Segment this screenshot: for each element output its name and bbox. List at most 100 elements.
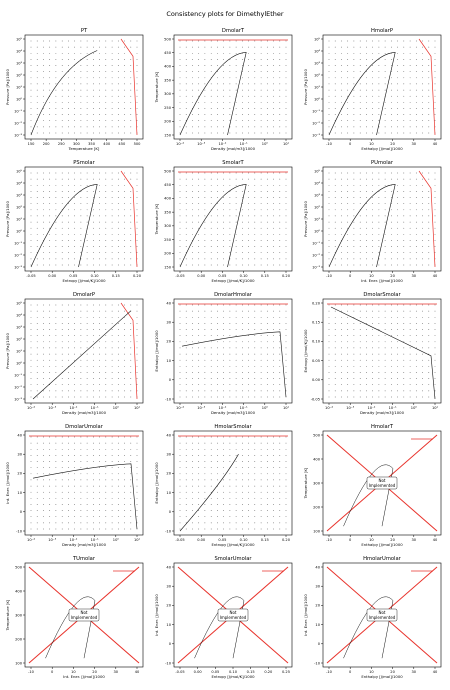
state-point [93, 528, 94, 530]
state-point [391, 209, 392, 211]
state-point [210, 227, 212, 229]
y-tick-label: -0.05 [311, 397, 320, 401]
state-point [229, 479, 231, 481]
state-point [223, 215, 224, 217]
state-point [185, 77, 187, 79]
state-point [43, 89, 44, 91]
state-point [254, 215, 256, 217]
state-point [366, 335, 367, 337]
state-point [105, 491, 107, 493]
state-point [80, 46, 82, 48]
state-point [248, 233, 249, 235]
state-point [254, 473, 256, 475]
state-point [279, 197, 281, 198]
state-point [353, 246, 355, 247]
state-point [279, 83, 281, 85]
state-point [36, 264, 38, 266]
state-point [36, 246, 38, 247]
state-point [328, 372, 330, 373]
state-point [409, 77, 411, 79]
state-point [185, 52, 187, 54]
state-point [366, 233, 367, 235]
state-point [179, 233, 181, 235]
state-point [68, 132, 69, 134]
state-point [334, 59, 336, 60]
state-point [266, 172, 268, 174]
x-axis-label: Entropy [J/mol/K]/1000 [211, 278, 255, 283]
state-point [198, 233, 200, 235]
notice-box [366, 608, 398, 622]
x-tick-label: 30 [412, 670, 417, 674]
state-point [347, 108, 349, 109]
state-point [254, 178, 256, 180]
state-point [384, 46, 386, 48]
state-point [86, 184, 88, 186]
state-point [428, 264, 430, 266]
state-point [248, 341, 249, 343]
state-point [192, 310, 193, 312]
state-point [130, 258, 132, 260]
state-point [223, 316, 224, 318]
state-point [334, 384, 336, 386]
state-point [210, 215, 212, 217]
state-point [36, 203, 38, 205]
state-point [49, 310, 51, 312]
state-point [210, 310, 212, 312]
state-point [422, 203, 423, 205]
state-point [179, 132, 181, 134]
state-point [68, 384, 69, 386]
y-tick-label: 30 [166, 453, 171, 457]
state-point [372, 316, 373, 318]
state-point [273, 528, 274, 530]
state-point [61, 497, 63, 499]
state-point [204, 221, 206, 223]
state-point [49, 359, 51, 361]
state-point [285, 365, 287, 367]
state-point [285, 359, 287, 361]
state-point [434, 83, 436, 85]
state-point [124, 304, 125, 306]
state-point [341, 215, 342, 217]
state-point [254, 365, 256, 367]
state-point [179, 178, 181, 180]
state-point [397, 209, 398, 211]
state-point [260, 479, 262, 481]
plot-frame [322, 34, 442, 140]
state-point [93, 516, 94, 518]
x-axis-label: Int. Ener. [J/mol]/1000 [361, 278, 403, 283]
state-point [93, 83, 94, 85]
state-point [204, 233, 206, 235]
state-point [285, 436, 287, 438]
state-point [43, 461, 44, 462]
state-point [328, 71, 330, 73]
state-point [266, 461, 268, 462]
state-point [347, 77, 349, 79]
state-point [117, 442, 119, 444]
state-point [409, 323, 411, 324]
state-point [428, 310, 430, 312]
state-point [117, 359, 119, 361]
state-point [185, 258, 187, 260]
state-point [210, 95, 212, 97]
state-point [117, 209, 119, 211]
state-point [86, 233, 88, 235]
state-point [198, 264, 200, 266]
state-point [397, 227, 398, 229]
state-point [279, 448, 281, 450]
state-point [229, 448, 231, 450]
state-point [80, 240, 82, 241]
state-point [111, 442, 113, 444]
state-point [397, 335, 398, 337]
state-point [334, 240, 336, 241]
y-tick-label: 10² [16, 73, 23, 77]
state-point [111, 372, 113, 373]
state-point [223, 77, 224, 79]
state-point [428, 83, 430, 85]
state-point [378, 240, 380, 241]
state-point [86, 77, 88, 79]
state-point [359, 246, 361, 247]
state-point [254, 191, 256, 192]
state-point [366, 191, 367, 192]
state-point [279, 473, 281, 475]
state-point [185, 209, 187, 211]
